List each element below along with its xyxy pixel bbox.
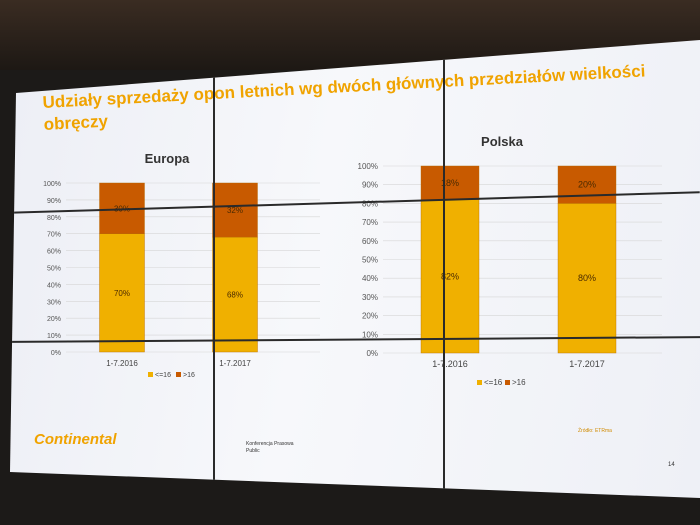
y-tick-label-0-10: 100% — [43, 181, 61, 188]
data-label-0-1-1: 32% — [227, 206, 243, 215]
y-tick-label-0-4: 40% — [47, 282, 61, 289]
page-number: 14 — [668, 462, 675, 468]
y-tick-label-1-6: 60% — [362, 237, 378, 246]
y-tick-label-0-2: 20% — [47, 316, 61, 323]
chart-title-1: Polska — [481, 134, 524, 149]
bar-segment-0-1-0 — [212, 236, 258, 353]
legend-swatch-1-0 — [477, 380, 482, 385]
y-tick-label-1-0: 0% — [366, 349, 378, 358]
data-label-1-0-0: 82% — [441, 271, 459, 281]
legend-swatch-1-1 — [505, 380, 510, 385]
x-tick-label-0-0: 1-7.2016 — [106, 359, 138, 368]
chart-title-0: Europa — [145, 151, 191, 166]
bar-segment-0-1-1 — [212, 182, 258, 238]
data-label-0-0-0: 70% — [114, 289, 130, 298]
y-tick-label-1-7: 70% — [362, 218, 378, 227]
legend-label-1-0: <=16 — [484, 378, 503, 387]
y-tick-label-0-0: 0% — [51, 350, 61, 357]
bar-segment-0-0-0 — [99, 233, 145, 353]
x-tick-label-1-0: 1-7.2016 — [432, 359, 468, 369]
legend-swatch-0-0 — [148, 372, 153, 377]
footer-line2: Public — [246, 448, 260, 454]
y-tick-label-0-3: 30% — [47, 299, 61, 306]
y-tick-label-0-1: 10% — [47, 333, 61, 340]
panel-seam-vertical-1 — [213, 70, 215, 480]
y-tick-label-0-9: 90% — [47, 198, 61, 205]
legend-label-0-0: <=16 — [155, 372, 171, 379]
x-tick-label-1-1: 1-7.2017 — [569, 359, 605, 369]
data-label-1-1-0: 80% — [578, 273, 596, 283]
y-tick-label-0-7: 70% — [47, 232, 61, 239]
y-tick-label-0-8: 80% — [47, 215, 61, 222]
panel-seam-vertical-2 — [443, 55, 445, 490]
bar-segment-1-1-1 — [557, 165, 617, 204]
y-tick-label-1-1: 10% — [362, 330, 378, 339]
legend-label-1-1: >16 — [512, 378, 526, 387]
data-label-1-0-1: 18% — [441, 178, 459, 188]
y-tick-label-0-5: 50% — [47, 266, 61, 273]
y-tick-label-1-9: 90% — [362, 181, 378, 190]
bar-segment-1-1-0 — [557, 203, 617, 354]
y-tick-label-1-2: 20% — [362, 312, 378, 321]
y-tick-label-1-10: 100% — [358, 162, 378, 171]
legend-swatch-0-1 — [176, 372, 181, 377]
bar-segment-1-0-1 — [420, 165, 480, 200]
y-tick-label-1-3: 30% — [362, 293, 378, 302]
source-note: Źródło: ETRma — [578, 428, 612, 434]
y-tick-label-1-4: 40% — [362, 274, 378, 283]
legend-label-0-1: >16 — [183, 372, 195, 379]
y-tick-label-1-5: 50% — [362, 256, 378, 265]
y-tick-label-1-8: 80% — [362, 199, 378, 208]
continental-logo: Continental — [34, 431, 117, 448]
x-tick-label-0-1: 1-7.2017 — [219, 359, 251, 368]
data-label-0-1-0: 68% — [227, 291, 243, 300]
data-label-1-1-1: 20% — [578, 180, 596, 190]
footer-line1: Konferencja Prasowa — [246, 441, 294, 447]
y-tick-label-0-6: 60% — [47, 249, 61, 256]
